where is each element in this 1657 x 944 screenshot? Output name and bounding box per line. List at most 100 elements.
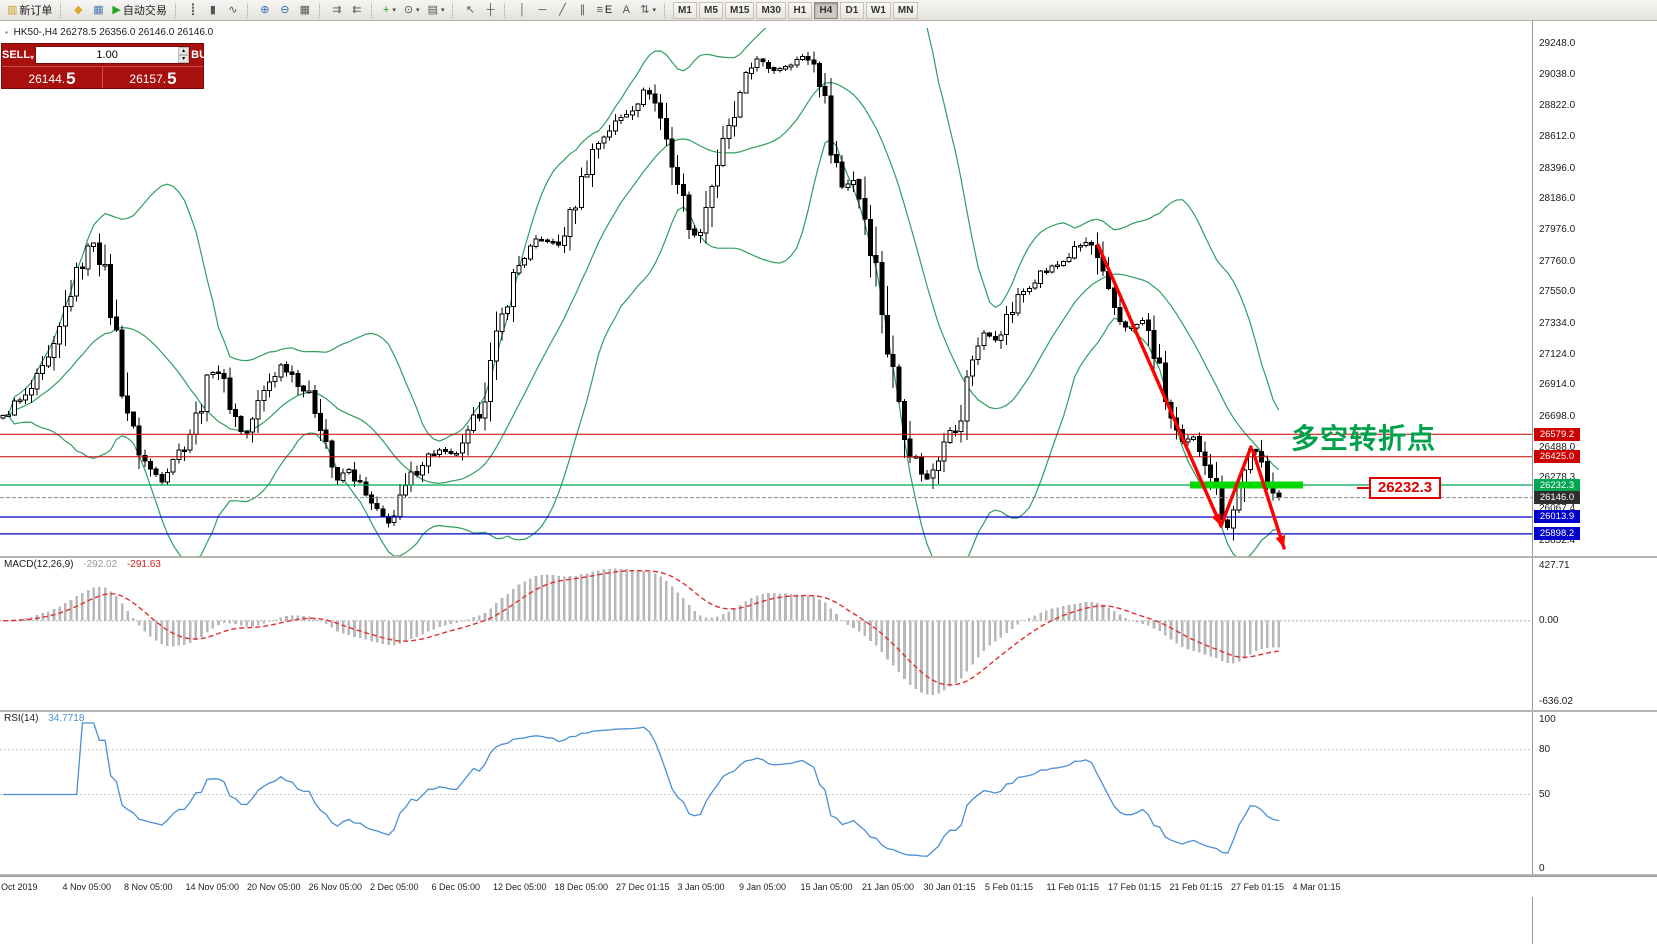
chevron-down-icon: ▾ bbox=[652, 7, 656, 14]
line-chart-icon: ∿ bbox=[228, 3, 238, 16]
candlestick-chart-button[interactable]: ▮ bbox=[203, 1, 223, 19]
time-axis-label: 9 Jan 05:00 bbox=[739, 882, 787, 892]
trend-arrow-2[interactable] bbox=[1219, 445, 1253, 528]
macd-axis-label: 0.00 bbox=[1539, 614, 1559, 626]
arrows-button[interactable]: ⇅ ▾ bbox=[636, 1, 660, 19]
arrowhead-icon bbox=[1275, 535, 1286, 548]
timeframe-M30[interactable]: M30 bbox=[756, 1, 786, 19]
autotrading-button[interactable]: ▶ 自动交易 bbox=[108, 1, 170, 19]
alerts-button[interactable]: ◆ bbox=[68, 1, 88, 19]
sell-button[interactable]: SELL bbox=[2, 44, 30, 66]
timeframe-M1[interactable]: M1 bbox=[672, 1, 697, 19]
zoom-out-button[interactable]: ⊖ bbox=[275, 1, 295, 19]
time-axis-label: 27 Dec 01:15 bbox=[616, 882, 670, 892]
price-axis-label: 27124.0 bbox=[1539, 348, 1576, 360]
fibonacci-icon: ≡ bbox=[596, 3, 603, 16]
crosshair-button[interactable]: ┼ bbox=[480, 1, 500, 19]
trade-panel-top-row: SELL ▾ ▴ ▾ BUY bbox=[2, 44, 214, 67]
time-axis-label: 11 Feb 01:15 bbox=[1046, 882, 1099, 892]
time-axis-label: 21 Jan 05:00 bbox=[862, 882, 915, 892]
chart-symbol-icon: ▪ bbox=[5, 28, 8, 37]
chart-shift-button[interactable]: ⇇ bbox=[347, 1, 367, 19]
timeframe-M15[interactable]: M15 bbox=[724, 1, 755, 19]
trend-arrow-1[interactable] bbox=[1096, 243, 1223, 528]
price-marker-25898.2: 25898.2 bbox=[1534, 527, 1580, 541]
arrows-icon: ⇅ bbox=[640, 3, 650, 16]
macd-name: MACD(12,26,9) bbox=[4, 559, 74, 570]
rsi-axis-label: 50 bbox=[1539, 788, 1551, 800]
text-icon: A bbox=[622, 3, 630, 16]
chart-title-text: HK50-,H4 26278.5 26356.0 26146.0 26146.0 bbox=[13, 27, 214, 38]
chart-canvas[interactable] bbox=[0, 21, 1532, 876]
time-axis-label: 4 Nov 05:00 bbox=[62, 882, 112, 892]
timeframe-H4[interactable]: H4 bbox=[813, 1, 838, 19]
horizontal-line-button[interactable]: ─ bbox=[532, 1, 552, 19]
time-axis-label: 3 Jan 05:00 bbox=[677, 882, 725, 892]
bar-chart-button[interactable]: ┋ bbox=[183, 1, 203, 19]
support-highlight-bar[interactable] bbox=[1190, 481, 1303, 489]
zoom-in-button[interactable]: ⊕ bbox=[255, 1, 275, 19]
candlestick-icon: ▮ bbox=[209, 3, 216, 16]
toolbar: ▥ 新订单 ◆ ▦ ▶ 自动交易 ┋ ▮ ∿ ⊕ ⊖ ▦ ⇉ ⇇ + ▾ ⊙ ▾ ▤ ▾ ↖ ┼ │ ─ ╱ ∥ ≡ E A ⇅ ▾ M1 M5… bbox=[0, 0, 1657, 21]
price-axis-label: 29038.0 bbox=[1539, 68, 1576, 80]
horizontal-line-icon: ─ bbox=[538, 3, 547, 16]
timeframe-M1-label: M1 bbox=[678, 4, 692, 16]
volume-input[interactable] bbox=[36, 47, 179, 63]
vertical-line-button[interactable]: │ bbox=[512, 1, 532, 19]
macd-axis-label: 427.71 bbox=[1539, 560, 1570, 571]
volume-up-button[interactable]: ▴ bbox=[178, 47, 190, 55]
time-axis-label: 4 Mar 01:15 bbox=[1292, 882, 1341, 892]
chevron-down-icon: ▾ bbox=[440, 7, 445, 14]
price-axis-label: 27976.0 bbox=[1539, 223, 1576, 235]
zoom-in-icon: ⊕ bbox=[260, 3, 270, 16]
new-order-button[interactable]: ▥ 新订单 bbox=[3, 1, 56, 19]
time-axis[interactable]: Oct 2019 4 Nov 05:00 8 Nov 05:00 14 Nov 05:… bbox=[0, 876, 1657, 897]
periods-button[interactable]: ⊙ ▾ bbox=[400, 1, 424, 19]
volume-box: ▴ ▾ bbox=[35, 46, 191, 64]
turning-point-annotation[interactable]: 多空转折点 bbox=[1291, 423, 1437, 454]
macd-axis-label: -636.02 bbox=[1539, 696, 1573, 707]
channel-icon: ∥ bbox=[579, 3, 586, 16]
price-callout[interactable]: 26232.3 bbox=[1369, 477, 1441, 499]
price-axis-label: 27550.0 bbox=[1539, 286, 1576, 298]
timeframe-M5[interactable]: M5 bbox=[698, 1, 723, 19]
price-axis-label: 29248.0 bbox=[1539, 37, 1576, 49]
timeframe-D1[interactable]: D1 bbox=[839, 1, 864, 19]
volume-options-button[interactable]: ▾ bbox=[30, 44, 34, 66]
indicators-button[interactable]: + ▾ bbox=[379, 1, 400, 19]
chart-shift-icon: ⇇ bbox=[352, 3, 362, 16]
auto-scroll-button[interactable]: ⇉ bbox=[327, 1, 347, 19]
price-marker-26579.2: 26579.2 bbox=[1534, 427, 1580, 441]
volume-down-button[interactable]: ▾ bbox=[178, 55, 190, 63]
panel-splitter-rsi[interactable] bbox=[0, 710, 1657, 712]
trend-arrow-3[interactable] bbox=[1251, 449, 1286, 550]
arrowhead-icon bbox=[1211, 513, 1221, 526]
sell-price[interactable]: 26144. 5 bbox=[28, 69, 76, 88]
trendline-button[interactable]: ╱ bbox=[552, 1, 572, 19]
price-axis-label: 26698.0 bbox=[1539, 410, 1576, 422]
panel-splitter-bottom[interactable] bbox=[0, 874, 1657, 876]
new-order-button-label: 新订单 bbox=[19, 5, 53, 17]
time-axis-label: 14 Nov 05:00 bbox=[185, 882, 240, 892]
price-axis[interactable]: 29248.0 29038.0 28822.0 28612.0 28396.0 28186… bbox=[1532, 0, 1657, 944]
timeframe-MN[interactable]: MN bbox=[892, 1, 919, 19]
charts-window-button[interactable]: ▦ bbox=[88, 1, 108, 19]
toolbar-separator bbox=[663, 2, 668, 18]
buy-price[interactable]: 26157. 5 bbox=[102, 67, 203, 88]
line-chart-button[interactable]: ∿ bbox=[223, 1, 243, 19]
clock-icon: ⊙ bbox=[403, 3, 414, 16]
cursor-button[interactable]: ↖ bbox=[460, 1, 480, 19]
templates-button[interactable]: ▤ ▾ bbox=[424, 1, 449, 19]
time-axis-label: 17 Feb 01:15 bbox=[1108, 882, 1162, 892]
timeframe-W1[interactable]: W1 bbox=[865, 1, 891, 19]
chevron-down-icon: ▾ bbox=[416, 7, 420, 14]
panel-splitter-macd[interactable] bbox=[0, 556, 1657, 558]
fibonacci-button[interactable]: ≡ E bbox=[592, 1, 616, 19]
channel-button[interactable]: ∥ bbox=[572, 1, 592, 19]
timeframe-H1[interactable]: H1 bbox=[787, 1, 812, 19]
text-button[interactable]: A bbox=[616, 1, 636, 19]
volume-spinner: ▴ ▾ bbox=[178, 47, 190, 63]
buy-button[interactable]: BUY bbox=[191, 44, 214, 66]
tile-windows-button[interactable]: ▦ bbox=[295, 1, 315, 19]
chevron-down-icon: ▾ bbox=[392, 7, 396, 14]
